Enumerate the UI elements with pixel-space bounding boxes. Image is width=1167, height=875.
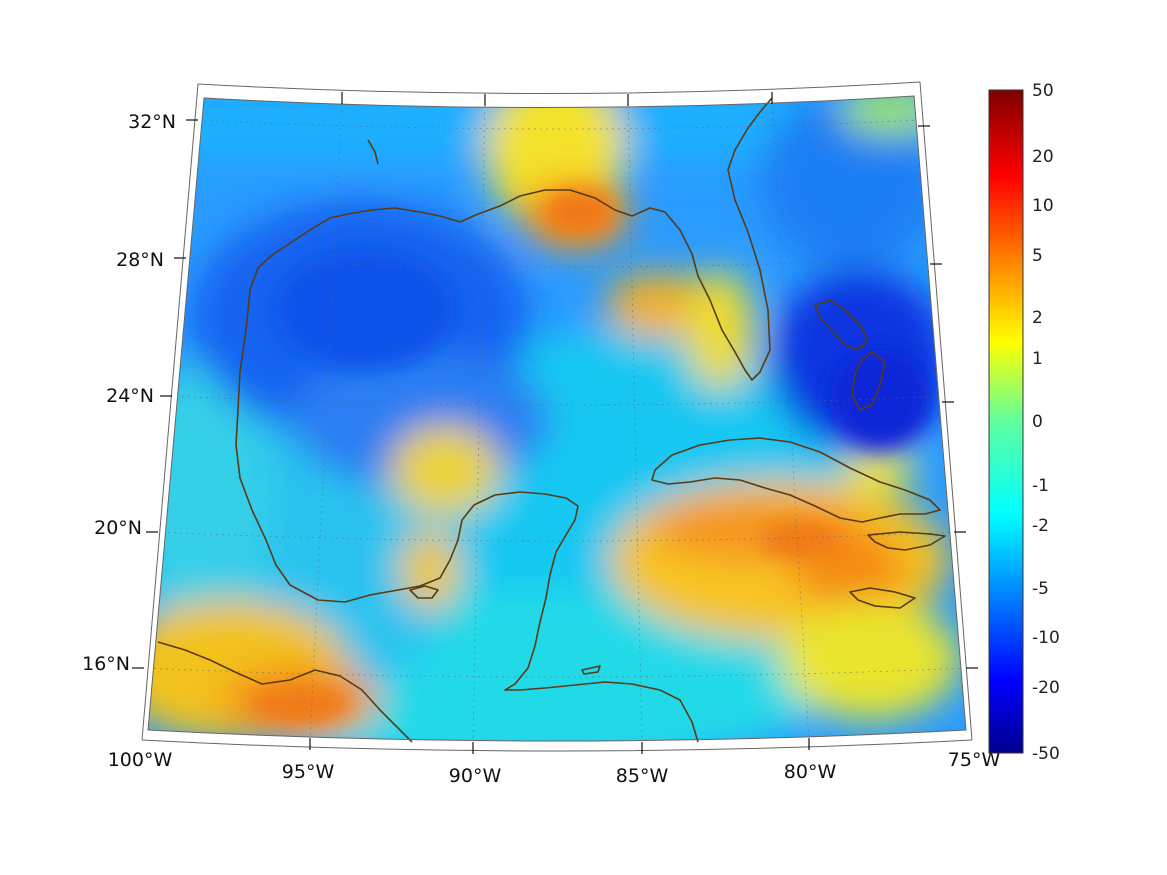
colorbar-label: 0	[1032, 412, 1043, 432]
lat-label: 32°N	[128, 111, 176, 133]
colorbar-label: 1	[1032, 349, 1043, 369]
colorbar-label: -20	[1032, 678, 1060, 698]
lat-label: 28°N	[116, 249, 164, 271]
colorbar-labels: 50 20 10 5 2 1 0 -1 -2 -5 -10 -20 -50	[1032, 81, 1060, 764]
colorbar-label: -10	[1032, 628, 1060, 648]
colorbar-label: 2	[1032, 308, 1043, 328]
map-frame	[141, 81, 973, 752]
lon-label: 95°W	[282, 761, 335, 783]
lat-label: 20°N	[94, 517, 142, 539]
colorbar-label: 20	[1032, 147, 1054, 167]
lon-label: 80°W	[784, 761, 837, 783]
colorbar-label: 5	[1032, 246, 1043, 266]
colorbar-label: -1	[1032, 476, 1049, 496]
lon-label: 85°W	[616, 765, 669, 787]
lon-label: 90°W	[449, 765, 502, 787]
tick-marks	[132, 92, 978, 754]
lon-label: 100°W	[108, 749, 173, 771]
data-field	[148, 96, 966, 741]
lat-label: 24°N	[106, 385, 154, 407]
latitude-labels: 32°N 28°N 24°N 20°N 16°N	[82, 111, 176, 675]
colorbar-label: 50	[1032, 81, 1054, 101]
colorbar-ramp	[988, 89, 1024, 754]
colorbar-label: -2	[1032, 516, 1049, 536]
colorbar-label: -5	[1032, 579, 1049, 599]
graticule	[148, 97, 966, 741]
lon-label: 75°W	[948, 749, 1001, 771]
lat-label: 16°N	[82, 653, 130, 675]
colorbar-label: 10	[1032, 196, 1054, 216]
coastlines	[157, 97, 946, 743]
colorbar: 50 20 10 5 2 1 0 -1 -2 -5 -10 -20 -50	[988, 81, 1060, 764]
longitude-labels: 100°W 95°W 90°W 85°W 80°W 75°W	[108, 749, 1001, 787]
colorbar-label: -50	[1032, 744, 1060, 764]
